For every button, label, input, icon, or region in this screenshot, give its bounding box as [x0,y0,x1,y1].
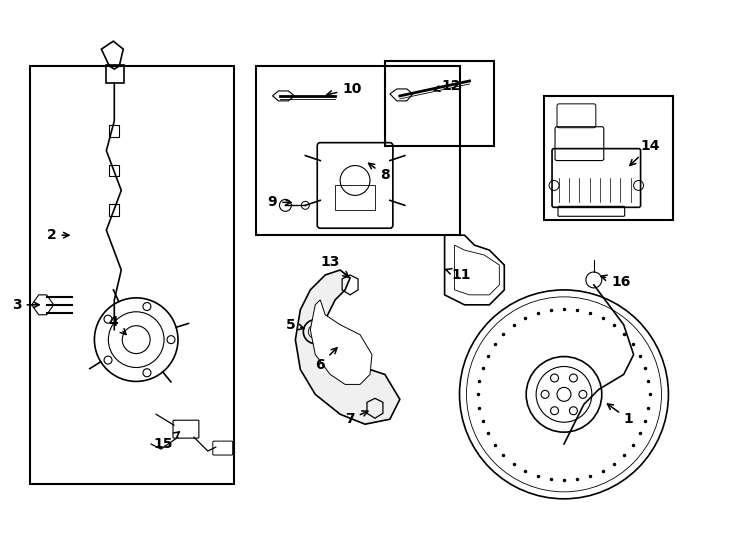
Bar [106,65,124,83]
Circle shape [570,374,578,382]
Text: 15: 15 [153,432,179,451]
Text: 2: 2 [47,228,69,242]
Text: 16: 16 [601,275,631,289]
Text: 14: 14 [630,139,661,165]
Text: 1: 1 [608,404,633,426]
Text: 7: 7 [345,411,368,426]
Circle shape [550,374,559,382]
Text: 13: 13 [321,255,349,277]
Circle shape [550,407,559,415]
Bar [544,96,673,220]
Text: 4: 4 [109,315,126,334]
Bar [255,66,459,235]
Text: 9: 9 [268,195,291,210]
Circle shape [143,369,151,377]
Bar [30,66,233,484]
Polygon shape [310,300,372,384]
Circle shape [167,336,175,343]
Text: 12: 12 [434,79,461,93]
Text: 10: 10 [327,82,362,96]
Circle shape [570,407,578,415]
Text: 8: 8 [368,163,390,183]
Text: 11: 11 [446,268,471,282]
Bar [109,165,120,177]
Bar [109,204,120,217]
Bar [109,125,120,137]
Circle shape [104,356,112,364]
Circle shape [104,315,112,323]
Bar [335,185,375,210]
Text: 3: 3 [12,298,39,312]
Text: 5: 5 [286,318,304,332]
Circle shape [143,302,151,310]
Circle shape [579,390,587,399]
Circle shape [541,390,549,399]
Bar [385,61,494,146]
Polygon shape [295,270,400,424]
Text: 6: 6 [316,348,337,372]
